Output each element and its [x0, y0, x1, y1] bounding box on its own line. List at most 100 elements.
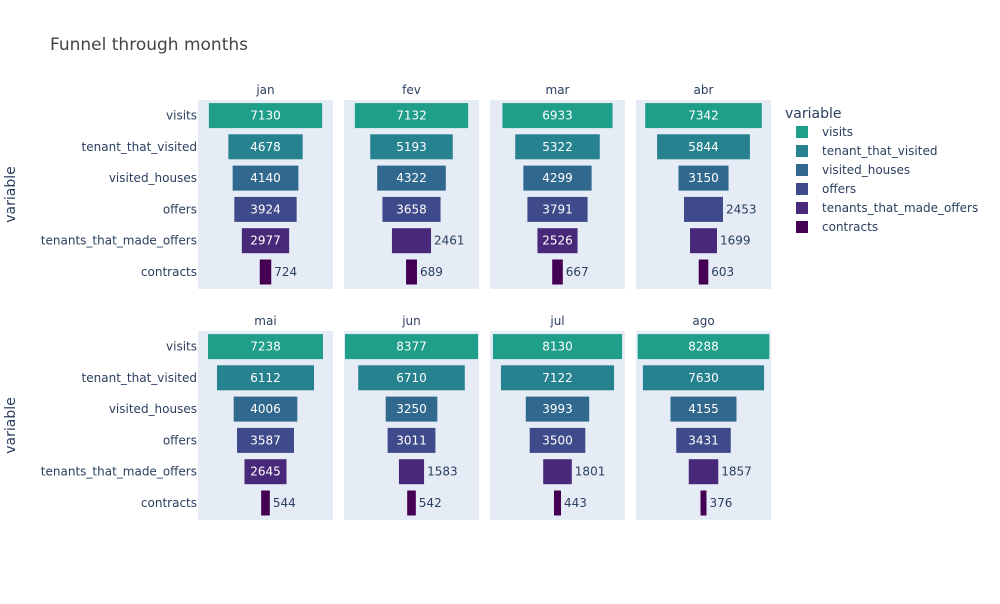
funnel-bar[interactable]: [216, 365, 315, 391]
panel-title-mar: mar: [546, 83, 570, 97]
bar-value-label: 5322: [542, 140, 573, 154]
bar-value-label: 4678: [250, 140, 281, 154]
funnel-bar[interactable]: [688, 459, 719, 485]
funnel-bar[interactable]: [492, 334, 623, 360]
funnel-bar[interactable]: [684, 196, 723, 222]
funnel-bar[interactable]: [553, 490, 562, 516]
legend-item-label[interactable]: tenant_that_visited: [822, 144, 937, 158]
bar-value-label: 8377: [396, 340, 427, 354]
panel-title-abr: abr: [694, 83, 714, 97]
bar-value-label: 724: [274, 265, 297, 279]
y-axis-title: variable: [3, 166, 19, 222]
bar-value-label: 2461: [434, 234, 465, 248]
funnel-bar[interactable]: [232, 165, 299, 191]
funnel-bar[interactable]: [676, 427, 731, 453]
panel-background: [490, 100, 625, 289]
funnel-bar[interactable]: [500, 365, 615, 391]
funnel-bar[interactable]: [642, 365, 765, 391]
funnel-bar[interactable]: [657, 134, 750, 160]
bar-value-label: 4140: [250, 171, 281, 185]
funnel-bar[interactable]: [527, 196, 588, 222]
panel-title-ago: ago: [692, 314, 714, 328]
bar-value-label: 544: [273, 496, 296, 510]
bar-value-label: 8130: [542, 340, 573, 354]
legend-title: variable: [785, 106, 841, 122]
bar-value-label: 5844: [688, 140, 719, 154]
funnel-bar[interactable]: [525, 396, 590, 422]
funnel-bar[interactable]: [234, 196, 297, 222]
legend-swatch[interactable]: [796, 183, 808, 195]
funnel-bar[interactable]: [678, 165, 729, 191]
funnel-bar[interactable]: [387, 427, 436, 453]
funnel-bar[interactable]: [370, 134, 453, 160]
funnel-bar[interactable]: [354, 103, 469, 129]
legend-swatch[interactable]: [796, 126, 808, 138]
funnel-bar[interactable]: [543, 459, 572, 485]
funnel-bar[interactable]: [233, 396, 298, 422]
funnel-bar[interactable]: [523, 165, 592, 191]
funnel-bar[interactable]: [358, 365, 465, 391]
bar-value-label: 7342: [688, 109, 719, 123]
funnel-bar[interactable]: [537, 228, 578, 254]
funnel-bar[interactable]: [259, 259, 272, 285]
funnel-bar[interactable]: [385, 396, 438, 422]
bar-value-label: 7130: [250, 109, 281, 123]
legend-item-label[interactable]: contracts: [822, 220, 878, 234]
funnel-bar[interactable]: [515, 134, 600, 160]
bar-value-label: 3658: [396, 202, 427, 216]
legend-swatch[interactable]: [796, 145, 808, 157]
category-label: visits: [166, 109, 197, 123]
funnel-bar[interactable]: [208, 334, 323, 360]
funnel-bar[interactable]: [398, 459, 425, 485]
legend-item-label[interactable]: visits: [822, 125, 853, 139]
funnel-bar[interactable]: [529, 427, 586, 453]
funnel-bar[interactable]: [391, 228, 432, 254]
funnel-bar[interactable]: [228, 134, 303, 160]
legend-swatch[interactable]: [796, 221, 808, 233]
bar-value-label: 603: [711, 265, 734, 279]
funnel-bar[interactable]: [237, 427, 294, 453]
bar-value-label: 3993: [542, 402, 573, 416]
bar-value-label: 4006: [250, 402, 281, 416]
bar-value-label: 2645: [250, 465, 281, 479]
funnel-bar[interactable]: [244, 459, 287, 485]
bar-value-label: 8288: [688, 340, 719, 354]
funnel-bar[interactable]: [208, 103, 323, 129]
funnel-bar[interactable]: [377, 165, 446, 191]
funnel-bar[interactable]: [698, 259, 709, 285]
bar-value-label: 376: [709, 496, 732, 510]
bar-value-label: 6112: [250, 371, 281, 385]
legend-swatch[interactable]: [796, 164, 808, 176]
bar-value-label: 2526: [542, 234, 573, 248]
funnel-bar[interactable]: [700, 490, 707, 516]
funnel-bar[interactable]: [645, 103, 762, 129]
funnel-bar[interactable]: [406, 259, 417, 285]
funnel-bar[interactable]: [407, 490, 416, 516]
legend-item-label[interactable]: visited_houses: [822, 163, 910, 177]
bar-value-label: 1699: [720, 234, 751, 248]
bar-value-label: 2453: [726, 202, 757, 216]
funnel-bar[interactable]: [690, 228, 717, 254]
category-label: visits: [166, 340, 197, 354]
bar-value-label: 1583: [427, 465, 458, 479]
category-label: contracts: [141, 265, 197, 279]
panel-background: [490, 331, 625, 520]
legend-swatch[interactable]: [796, 202, 808, 214]
funnel-bar[interactable]: [382, 196, 441, 222]
legend-item-label[interactable]: offers: [822, 182, 856, 196]
bar-value-label: 689: [420, 265, 443, 279]
funnel-bar[interactable]: [552, 259, 563, 285]
panel-title-jun: jun: [401, 314, 421, 328]
funnel-bar[interactable]: [637, 334, 770, 360]
funnel-bar[interactable]: [344, 334, 479, 360]
bar-value-label: 3500: [542, 433, 573, 447]
panel-title-fev: fev: [402, 83, 421, 97]
funnel-bar[interactable]: [261, 490, 270, 516]
funnel-bar[interactable]: [502, 103, 613, 129]
legend-item-label[interactable]: tenants_that_made_offers: [822, 201, 978, 215]
funnel-bar[interactable]: [670, 396, 737, 422]
panels-group: variable variable visits tenant_that_visite…: [3, 83, 771, 520]
funnel-bar[interactable]: [241, 228, 290, 254]
category-label: tenants_that_made_offers: [41, 465, 197, 479]
